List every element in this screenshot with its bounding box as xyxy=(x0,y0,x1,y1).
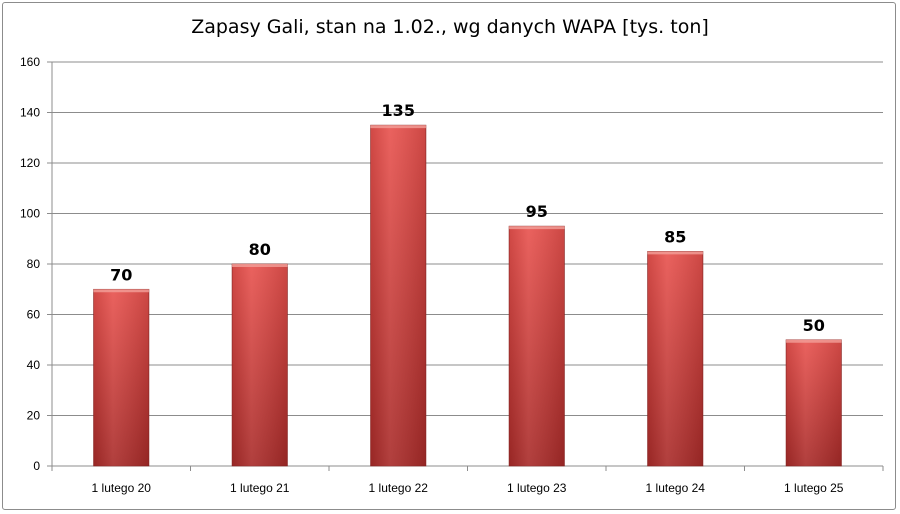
x-tick-label: 1 lutego 20 xyxy=(92,481,152,495)
y-tick-label: 0 xyxy=(33,459,40,473)
x-tick-label: 1 lutego 25 xyxy=(784,481,844,495)
bar-shading xyxy=(786,339,842,466)
bar-shading xyxy=(509,226,565,466)
x-tick-label: 1 lutego 23 xyxy=(507,481,567,495)
y-tick-label: 160 xyxy=(20,55,40,69)
y-tick-label: 140 xyxy=(20,106,40,120)
x-tick-label: 1 lutego 21 xyxy=(230,481,290,495)
bar-top-highlight xyxy=(786,339,842,343)
y-tick-label: 120 xyxy=(20,156,40,170)
y-tick-label: 20 xyxy=(27,409,41,423)
y-tick-label: 40 xyxy=(27,358,41,372)
data-label: 85 xyxy=(664,227,686,246)
data-label: 50 xyxy=(803,316,825,335)
data-label: 135 xyxy=(382,101,415,120)
bar-top-highlight xyxy=(370,125,426,129)
bar-shading xyxy=(93,289,149,466)
data-label: 80 xyxy=(249,240,271,259)
bar-top-highlight xyxy=(93,289,149,293)
chart-title: Zapasy Gali, stan na 1.02., wg danych WA… xyxy=(191,16,709,38)
y-tick-label: 100 xyxy=(20,207,40,221)
bar-top-highlight xyxy=(509,226,565,230)
y-tick-label: 60 xyxy=(27,308,41,322)
y-tick-label: 80 xyxy=(27,257,41,271)
x-tick-label: 1 lutego 22 xyxy=(369,481,429,495)
data-label: 95 xyxy=(526,202,548,221)
bar-top-highlight xyxy=(232,264,288,267)
x-tick-label: 1 lutego 24 xyxy=(646,481,706,495)
bar-shading xyxy=(370,125,426,466)
bar-top-highlight xyxy=(647,251,703,255)
bar-shading xyxy=(647,251,703,466)
data-label: 70 xyxy=(110,265,132,284)
bar-shading xyxy=(232,264,288,466)
